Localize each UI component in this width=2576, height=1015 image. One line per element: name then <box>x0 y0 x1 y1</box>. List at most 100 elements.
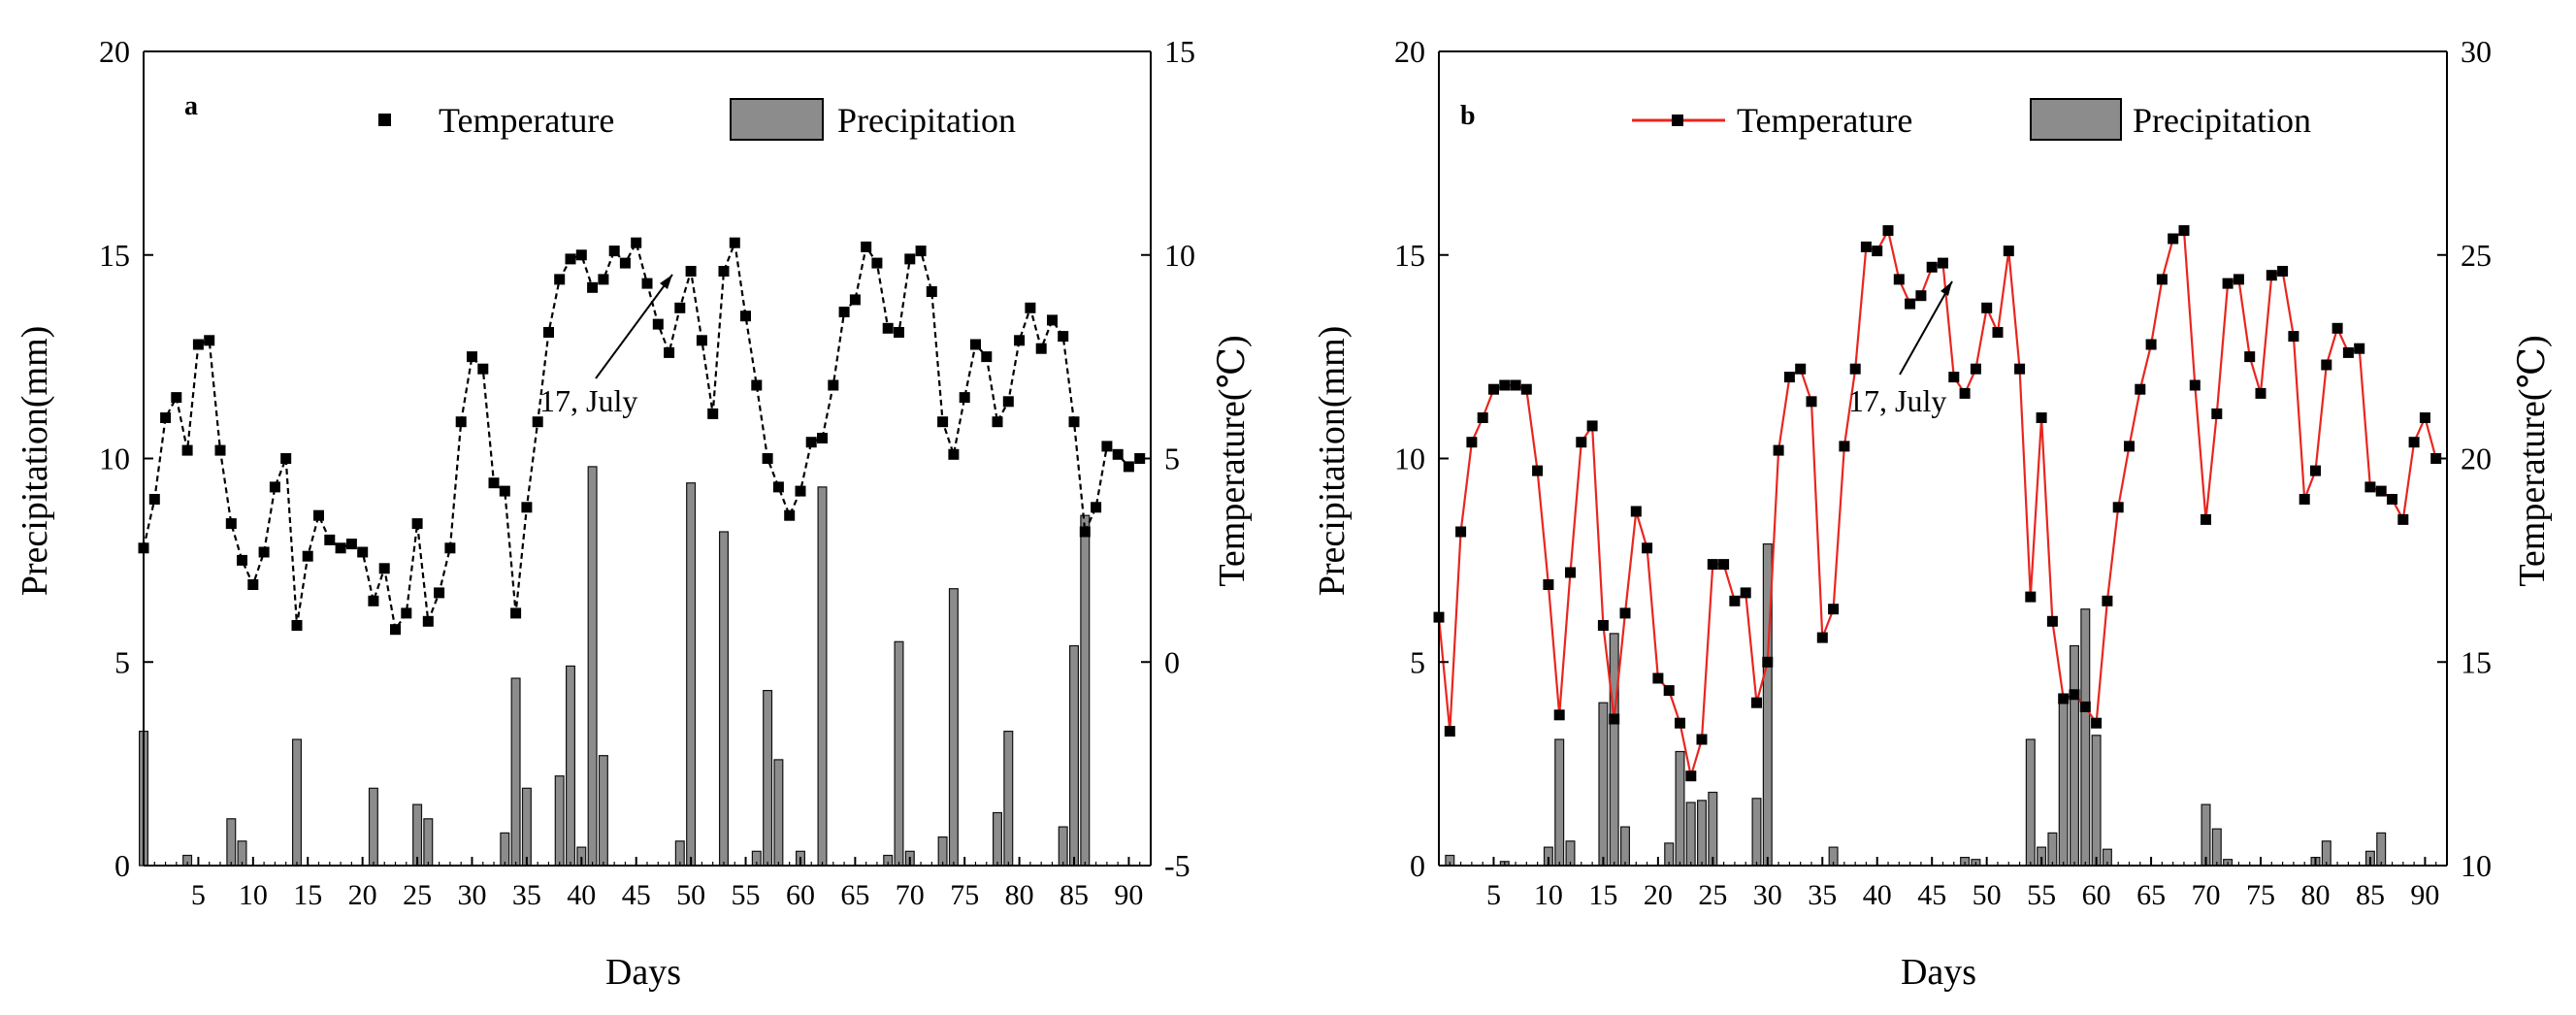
temperature-point-b-day-3 <box>1466 437 1478 448</box>
temperature-point-a-day-6 <box>204 335 215 346</box>
temperature-point-a-day-41 <box>587 281 599 293</box>
legend-temperature-marker-a <box>378 114 391 126</box>
temperature-point-a-day-57 <box>762 453 773 464</box>
x-tick-label-b-15: 15 <box>1588 879 1617 911</box>
temperature-point-a-day-10 <box>247 579 259 590</box>
temperature-point-b-day-53 <box>2014 363 2026 375</box>
temperature-point-b-day-16 <box>1609 713 1620 725</box>
temperature-line-b <box>1437 227 2437 777</box>
temperature-point-a-day-83 <box>1047 314 1058 326</box>
panel-label-a: a <box>184 91 198 121</box>
annotation-text-b: 17, July <box>1848 383 1946 418</box>
temperature-point-b-day-61 <box>2102 595 2113 606</box>
tick-labels-a: 5 10 15 20 25 30 35 40 45 50 55 60 65 70 75 80 85 9005101… <box>99 34 1195 911</box>
axes-a <box>143 50 1152 867</box>
x-tick-label-a-80: 80 <box>1005 879 1034 911</box>
precip-bar-a-day-78 <box>992 811 1002 867</box>
x-tick-label-a-50: 50 <box>676 879 705 911</box>
precip-bar-a-day-42 <box>598 755 608 867</box>
y-right-tick-label-a--5: -5 <box>1164 848 1190 883</box>
temperature-point-b-day-39 <box>1860 241 1872 252</box>
temperature-point-b-day-28 <box>1740 587 1751 599</box>
temperature-point-a-day-62 <box>817 433 828 443</box>
precipitation-bars-b <box>1445 542 2387 867</box>
temperature-point-a-day-74 <box>948 448 960 460</box>
precip-bar-b-day-17 <box>1619 826 1630 867</box>
x-tick-label-b-35: 35 <box>1808 879 1837 911</box>
temperature-point-a-day-15 <box>302 550 313 562</box>
y-left-tick-label-b-20: 20 <box>1394 34 1425 69</box>
temperature-point-b-day-51 <box>1992 327 2004 338</box>
precip-bar-a-day-39 <box>565 665 575 867</box>
precip-bar-a-day-86 <box>1080 514 1091 867</box>
temperature-point-a-day-31 <box>477 363 489 375</box>
x-tick-label-b-75: 75 <box>2246 879 2275 911</box>
tick-labels-b: 5 10 15 20 25 30 35 40 45 50 55 60 65 70 75 80 85 90 0 5 10 1… <box>1394 34 2492 911</box>
precip-bar-b-day-54 <box>2025 738 2036 867</box>
temperature-point-b-day-86 <box>2375 485 2387 497</box>
temperature-point-a-day-5 <box>192 339 204 350</box>
temperature-point-b-day-72 <box>2222 278 2234 289</box>
temperature-point-a-day-86 <box>1079 526 1091 538</box>
temperature-point-a-day-88 <box>1101 441 1113 452</box>
x-tick-label-b-45: 45 <box>1917 879 1946 911</box>
temperature-point-a-day-19 <box>345 539 357 550</box>
temperature-point-b-day-9 <box>1532 465 1544 476</box>
x-tick-label-a-35: 35 <box>512 879 541 911</box>
temperature-point-a-day-34 <box>510 607 522 619</box>
temperature-point-b-day-46 <box>1938 257 1948 269</box>
x-tick-label-a-15: 15 <box>293 879 322 911</box>
precip-bar-b-day-57 <box>2058 702 2069 867</box>
precip-bar-a-day-62 <box>817 486 828 867</box>
precip-bar-a-day-35 <box>521 787 532 867</box>
temperature-point-a-day-2 <box>160 412 172 423</box>
temperature-point-a-day-85 <box>1068 416 1080 428</box>
temperature-point-b-day-88 <box>2397 513 2409 525</box>
y-right-tick-label-b-30: 30 <box>2461 34 2492 69</box>
temperature-point-b-day-67 <box>2168 233 2179 245</box>
temperature-point-a-day-22 <box>378 563 390 574</box>
temperature-point-b-day-18 <box>1630 506 1642 517</box>
legend-precipitation-label-b: Precipitation <box>2133 101 2311 140</box>
temperature-point-b-day-49 <box>1970 363 1981 375</box>
y-right-tick-label-a-5: 5 <box>1164 442 1180 476</box>
y-axis-title-left-b: Precipitation(mm) <box>1312 326 1353 597</box>
temperature-point-b-day-91 <box>2430 453 2442 464</box>
temperature-point-b-day-87 <box>2387 494 2397 505</box>
temperature-point-b-day-68 <box>2178 225 2190 237</box>
y-left-tick-label-b-5: 5 <box>1410 644 1425 679</box>
legend-temperature-marker-b <box>1672 115 1683 126</box>
temperature-point-b-day-34 <box>1806 396 1817 408</box>
legend-temperature-label-a: Temperature <box>439 101 614 140</box>
x-tick-label-b-90: 90 <box>2410 879 2439 911</box>
temperature-point-b-day-10 <box>1543 579 1554 590</box>
temperature-point-a-day-3 <box>171 392 182 404</box>
temperature-point-b-day-70 <box>2201 513 2211 525</box>
temperature-point-b-day-69 <box>2189 379 2201 391</box>
x-tick-label-b-55: 55 <box>2027 879 2056 911</box>
precip-bar-b-day-29 <box>1751 798 1762 867</box>
temperature-point-b-day-76 <box>2266 270 2277 281</box>
temperature-point-b-day-22 <box>1675 717 1685 729</box>
axes-b <box>1438 50 2448 867</box>
precip-bar-b-day-59 <box>2080 608 2091 867</box>
temperature-point-b-day-8 <box>1520 383 1532 395</box>
temperature-point-a-day-23 <box>390 624 401 636</box>
temperature-point-b-day-21 <box>1663 685 1675 697</box>
annotation-arrowhead-b <box>1940 281 1952 296</box>
temperature-point-a-day-51 <box>696 335 707 346</box>
temperature-point-a-day-73 <box>937 416 949 428</box>
precip-bar-a-day-69 <box>894 640 904 867</box>
temperature-point-a-day-27 <box>434 587 445 599</box>
temperature-point-b-day-45 <box>1926 261 1938 273</box>
temperature-point-a-day-52 <box>707 408 719 419</box>
precip-bar-a-day-73 <box>937 835 948 867</box>
temperature-point-a-day-39 <box>565 253 576 265</box>
temperature-point-b-day-79 <box>2299 494 2310 505</box>
temperature-point-b-day-1 <box>1444 726 1455 737</box>
temperature-point-b-day-50 <box>1981 302 1993 313</box>
x-tick-label-b-30: 30 <box>1753 879 1782 911</box>
x-tick-label-a-90: 90 <box>1114 879 1143 911</box>
temperature-point-a-day-25 <box>411 518 423 530</box>
temperature-point-a-day-91 <box>1134 453 1146 464</box>
